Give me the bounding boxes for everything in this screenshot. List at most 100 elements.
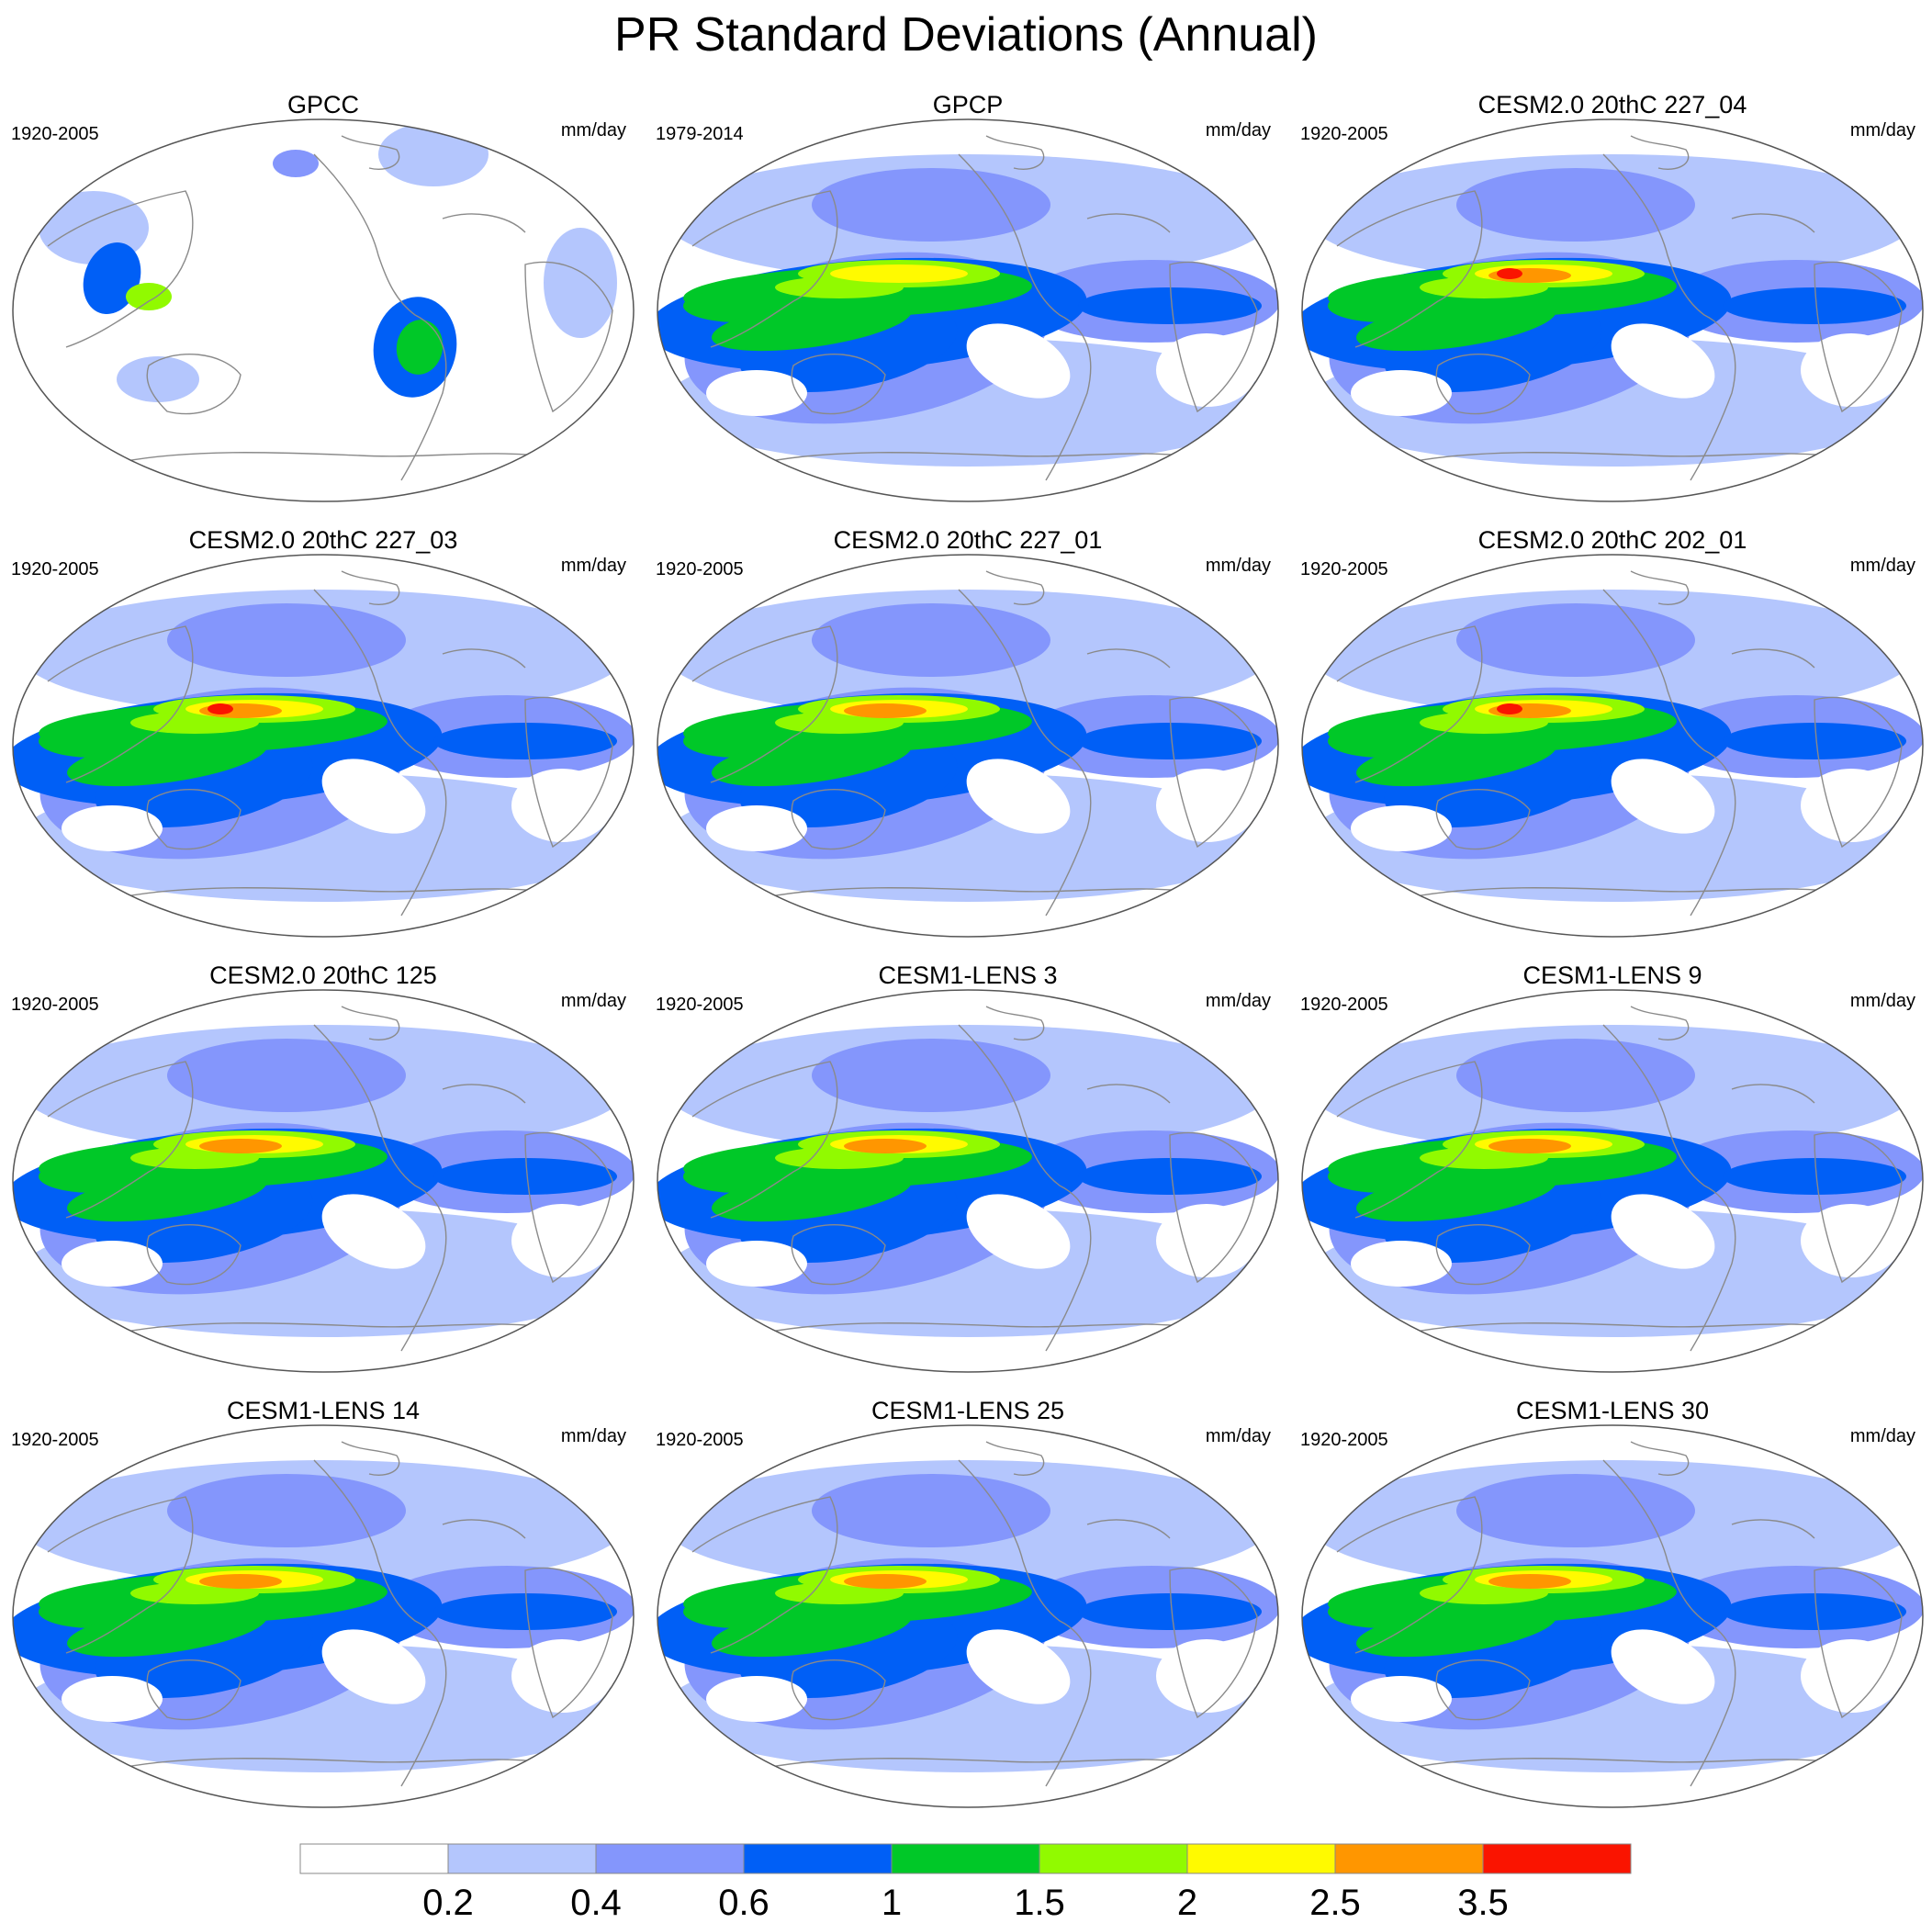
field-nino-max: [1497, 703, 1522, 714]
field-s-atlantic-dry: [1156, 333, 1257, 407]
coastline-2: [958, 1459, 1092, 1787]
field-spcz-inner: [67, 1167, 267, 1222]
coastline-6: [341, 1006, 400, 1040]
coastline-0: [691, 625, 838, 783]
field-nino-peak: [1488, 1574, 1571, 1589]
field-s-atlantic-dry: [1156, 1639, 1257, 1713]
field-atlantic-itcz: [1078, 1593, 1262, 1630]
panel-title: CESM1-LENS 30: [1515, 1397, 1710, 1424]
robinson-map: [657, 1424, 1279, 1808]
colorbar-bin: [743, 1843, 893, 1874]
coastline-0: [691, 190, 838, 348]
colorbar-bin: [1186, 1843, 1336, 1874]
field-africa: [544, 228, 617, 338]
coastline-3: [1086, 648, 1171, 669]
map-field: [1302, 119, 1923, 501]
coastline-0: [47, 625, 194, 783]
map-panel: GPCC 1920-2005 mm/day: [2, 90, 645, 503]
map-field: [1302, 1425, 1923, 1807]
map-field: [1302, 990, 1923, 1372]
field-s-atlantic-dry: [511, 1204, 612, 1277]
panel-period: 1920-2005: [656, 995, 744, 1015]
field-s-indian-dry: [62, 1241, 163, 1287]
coastline-6: [985, 1006, 1045, 1040]
coastline-2: [1602, 153, 1736, 481]
field-north-pacific: [167, 1039, 406, 1112]
field-australia: [117, 356, 199, 402]
panel-units: mm/day: [560, 120, 626, 141]
coastline-2: [313, 589, 447, 917]
coastline-4: [524, 696, 613, 849]
coastline-5: [765, 452, 1198, 463]
panel-period: 1920-2005: [656, 1430, 744, 1450]
colorbar-bin: [891, 1843, 1040, 1874]
field-se-pacific-dry: [1611, 323, 1715, 399]
field-pacific-nw: [273, 150, 319, 177]
field-north-pacific: [812, 1039, 1050, 1112]
coastline-2: [958, 1024, 1092, 1352]
coastline-0: [47, 1061, 194, 1219]
field-north-pacific: [167, 1474, 406, 1547]
coastline-0: [1336, 1061, 1483, 1219]
field-north-pacific: [812, 168, 1050, 242]
coastline-5: [120, 1758, 554, 1769]
field-spcz-inner: [712, 1167, 912, 1222]
panel-title: CESM1-LENS 14: [226, 1397, 421, 1424]
field-nino-max: [208, 703, 233, 714]
map-field: [657, 119, 1278, 501]
field-atlantic-itcz: [433, 723, 617, 759]
coastline-6: [1630, 1441, 1690, 1476]
field-north-pacific: [812, 603, 1050, 677]
colorbar-tick-label: 0.6: [718, 1883, 769, 1923]
field-spcz-inner: [67, 1602, 267, 1658]
coastline-0: [47, 1496, 194, 1654]
field-nino-peak: [844, 1139, 927, 1153]
field-s-indian-dry: [1351, 1676, 1452, 1722]
coastline-2: [313, 1459, 447, 1787]
colorbar-tick-label: 0.2: [422, 1883, 474, 1923]
coastline-5: [1410, 1322, 1843, 1333]
coastline-6: [985, 1441, 1045, 1476]
field-nino-core: [830, 264, 968, 283]
coastline-6: [341, 570, 400, 605]
map-border: [12, 554, 635, 938]
field-se-pacific-dry: [321, 759, 426, 834]
coastline-0: [691, 1496, 838, 1654]
panel-units: mm/day: [560, 1426, 626, 1446]
field-s-atlantic-dry: [511, 769, 612, 842]
field-s-atlantic-dry: [1801, 769, 1902, 842]
field-atlantic-itcz: [433, 1593, 617, 1630]
coastline-6: [341, 135, 400, 170]
coastline-6: [341, 1441, 400, 1476]
panel-period: 1920-2005: [11, 124, 99, 144]
field-s-indian-dry: [706, 805, 807, 851]
coastline-4: [1814, 1131, 1903, 1284]
field-spcz-inner: [712, 732, 912, 787]
coastline-1: [791, 1224, 886, 1286]
field-s-indian-dry: [1351, 805, 1452, 851]
map-border: [12, 118, 635, 502]
coastline-3: [442, 1084, 526, 1104]
field-s-indian-dry: [706, 370, 807, 416]
panel-units: mm/day: [560, 991, 626, 1011]
map-field: [13, 555, 634, 937]
coastline-5: [765, 1758, 1198, 1769]
field-s-indian-dry: [62, 1676, 163, 1722]
coastline-1: [146, 1659, 242, 1721]
coastline-4: [524, 1131, 613, 1284]
field-spcz-inner: [712, 1602, 912, 1658]
coastline-4: [1169, 261, 1258, 413]
coastline-5: [765, 1322, 1198, 1333]
colorbar-tick-label: 3.5: [1457, 1883, 1509, 1923]
coastline-3: [442, 1519, 526, 1539]
coastline-5: [1410, 452, 1843, 463]
colorbar-tick-label: 0.4: [570, 1883, 622, 1923]
map-border: [1301, 1424, 1924, 1808]
panel-period: 1920-2005: [1300, 559, 1388, 579]
coastline-0: [47, 190, 194, 348]
map-panel: CESM1-LENS 9 1920-2005 mm/day: [1291, 961, 1932, 1374]
map-field: [657, 990, 1278, 1372]
field-nino-peak: [1488, 1139, 1571, 1153]
coastline-1: [1435, 1224, 1531, 1286]
robinson-map: [657, 554, 1279, 938]
